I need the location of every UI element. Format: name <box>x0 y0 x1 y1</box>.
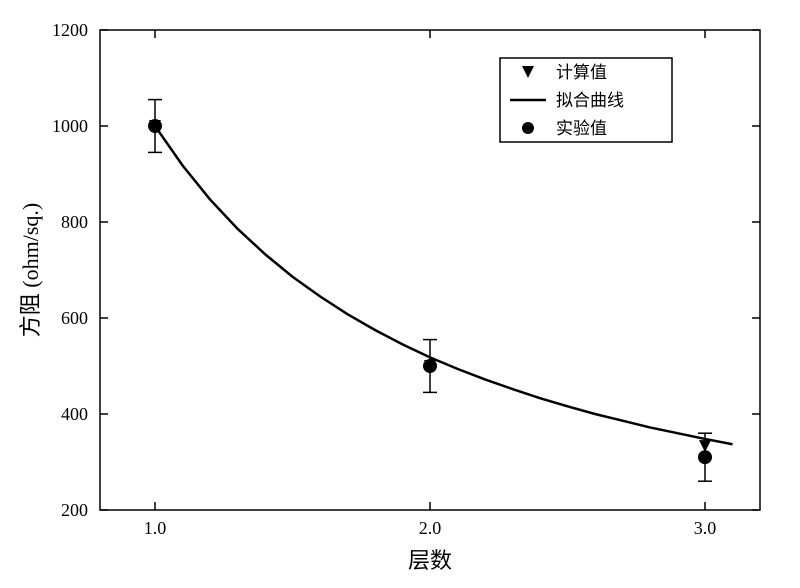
y-tick-label: 1200 <box>52 20 88 40</box>
calculated-point <box>699 440 711 452</box>
fit-curve <box>155 126 733 444</box>
chart-container: 1.0 2.0 3.0 200 400 600 800 1000 1200 层数 方阻 (ohm/s… <box>0 0 800 588</box>
y-tick-label: 200 <box>61 500 88 520</box>
y-axis-label: 方阻 (ohm/sq.) <box>18 203 43 337</box>
experiment-point <box>698 450 712 464</box>
legend-label: 计算值 <box>556 63 607 82</box>
y-tick-label: 1000 <box>52 116 88 136</box>
legend-label: 拟合曲线 <box>556 91 624 110</box>
x-tick-label: 1.0 <box>144 518 167 538</box>
legend-marker-circle <box>522 122 534 134</box>
x-tick-label: 3.0 <box>694 518 717 538</box>
y-tick-label: 400 <box>61 404 88 424</box>
x-tick-label: 2.0 <box>419 518 442 538</box>
x-axis-label: 层数 <box>408 548 452 573</box>
y-tick-label: 600 <box>61 308 88 328</box>
legend-label: 实验值 <box>556 119 607 138</box>
chart-svg: 1.0 2.0 3.0 200 400 600 800 1000 1200 层数 方阻 (ohm/s… <box>0 0 800 588</box>
y-tick-label: 800 <box>61 212 88 232</box>
